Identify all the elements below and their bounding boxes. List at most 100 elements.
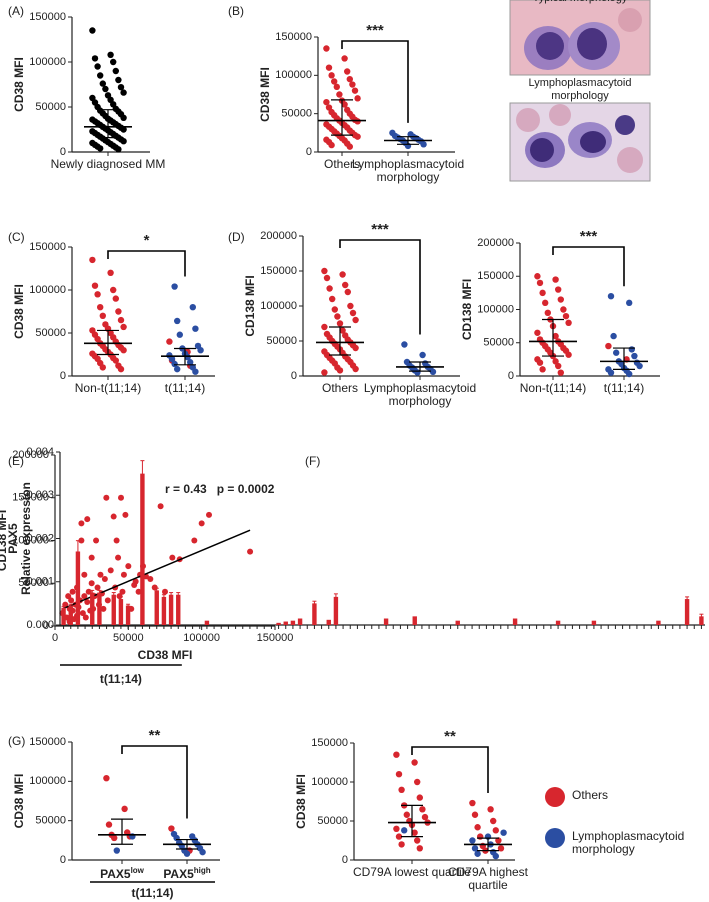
- data-point: [89, 27, 96, 34]
- data-point: [346, 143, 353, 150]
- bar: [412, 616, 417, 625]
- y-tick-label: 150000: [29, 736, 66, 748]
- data-point: [333, 83, 340, 91]
- bar: [168, 594, 174, 625]
- group-label: t(11;14): [131, 886, 173, 900]
- y-tick-label: 0: [306, 146, 312, 158]
- bar: [154, 590, 159, 625]
- image-title-box: Lymphoplasmacytoid morphology: [529, 77, 632, 102]
- data-point: [328, 72, 335, 79]
- bar: [111, 594, 116, 625]
- bar: [512, 618, 518, 625]
- data-point: [636, 362, 643, 370]
- data-point: [552, 358, 559, 365]
- data-point: [247, 548, 254, 555]
- data-point: [100, 605, 107, 612]
- data-point: [97, 145, 104, 152]
- y-tick-label: 0: [342, 854, 348, 866]
- bar: [326, 619, 331, 625]
- data-point: [416, 845, 423, 852]
- significance-label: ***: [580, 228, 598, 245]
- y-tick-label: 100000: [260, 300, 297, 312]
- significance-bracket: [341, 40, 409, 123]
- data-point: [97, 571, 104, 578]
- x-tick-label: Lymphoplasmacytoid morphology: [363, 382, 477, 408]
- x-tick-label-box: Others: [322, 382, 358, 395]
- data-point: [119, 588, 126, 595]
- data-point: [610, 332, 617, 340]
- data-point: [534, 273, 541, 280]
- data-point: [393, 751, 400, 758]
- data-point: [346, 75, 353, 83]
- data-point: [169, 554, 176, 561]
- bar: [312, 603, 317, 625]
- data-point: [336, 91, 343, 98]
- x-tick-label-box: PAX5low: [100, 866, 144, 881]
- data-point: [544, 309, 551, 317]
- data-point: [151, 584, 158, 591]
- rbc: [516, 108, 540, 132]
- data-point: [107, 567, 114, 574]
- data-point: [166, 338, 173, 345]
- data-point: [101, 575, 108, 582]
- bar: [140, 473, 145, 625]
- bar: [333, 596, 339, 625]
- data-point: [534, 329, 541, 336]
- nucleus: [615, 115, 635, 135]
- significance-bracket: [107, 250, 186, 277]
- category-sup: low: [130, 866, 144, 875]
- x-tick-label-box: PAX5high: [163, 866, 210, 881]
- data-point: [492, 827, 499, 834]
- y-tick-label: 50000: [35, 815, 66, 827]
- x-tick-label: 150000: [257, 632, 294, 644]
- data-point: [93, 537, 100, 544]
- data-point: [607, 293, 615, 300]
- morphology-images: [509, 0, 651, 182]
- panel-label: (G): [8, 734, 25, 748]
- data-point: [398, 786, 405, 793]
- data-point: [321, 267, 328, 275]
- data-point: [168, 825, 175, 832]
- y-tick-label: 0.000: [26, 619, 54, 631]
- bar: [383, 618, 389, 625]
- legend-label-box: Lymphoplasmacytoid morphology: [572, 830, 684, 856]
- data-point: [321, 369, 328, 376]
- data-point: [490, 817, 497, 825]
- data-point: [168, 355, 176, 362]
- y-tick-label: 50000: [281, 108, 312, 120]
- data-point: [351, 87, 359, 94]
- data-point: [82, 614, 89, 621]
- data-point: [88, 580, 95, 587]
- bar: [699, 616, 704, 625]
- y-tick-label: 150000: [477, 270, 514, 282]
- bar: [656, 620, 661, 625]
- data-point: [321, 323, 328, 331]
- y-axis-label: CD138 MFI: [460, 279, 474, 340]
- data-point: [157, 503, 164, 510]
- y-axis-label: CD138 MFI: [243, 275, 257, 336]
- data-point: [189, 304, 196, 311]
- y-tick-label: 0.002: [26, 532, 54, 544]
- data-point: [115, 308, 122, 315]
- x-tick-label-box: CD79A lowest quartile: [353, 866, 471, 879]
- data-point: [419, 806, 426, 813]
- bar: [68, 605, 73, 625]
- data-point: [334, 313, 341, 320]
- x-tick-label: Others: [323, 158, 360, 171]
- data-point: [117, 316, 125, 324]
- image-border: [509, 0, 651, 76]
- data-point: [331, 78, 338, 85]
- data-point: [65, 593, 72, 600]
- data-point: [125, 563, 132, 570]
- data-point: [492, 852, 499, 860]
- rbc: [549, 104, 571, 126]
- data-point: [88, 554, 95, 561]
- data-point: [110, 513, 117, 520]
- data-point: [206, 511, 212, 518]
- data-point: [626, 299, 633, 307]
- data-point: [115, 554, 122, 561]
- bar: [297, 618, 303, 625]
- nucleus: [580, 131, 606, 153]
- data-point: [197, 347, 204, 354]
- data-point: [628, 346, 635, 353]
